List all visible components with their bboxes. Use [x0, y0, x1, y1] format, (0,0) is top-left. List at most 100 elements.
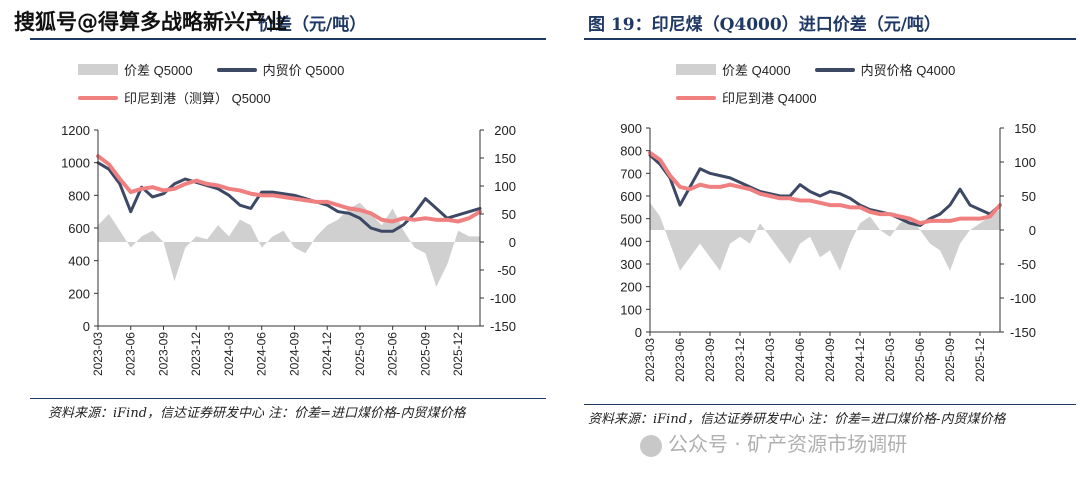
chart-title: 价差（元/吨）	[258, 15, 367, 35]
y-left-tick-label: 400	[620, 234, 642, 249]
y-left-tick-label: 800	[68, 188, 90, 203]
x-tick-label: 2023-12	[733, 338, 747, 382]
legend-swatch-line	[676, 95, 716, 100]
y-right-tick-label: -100	[490, 291, 516, 306]
legend-swatch-area	[78, 64, 118, 75]
y-left-tick-label: 1200	[61, 123, 90, 138]
legend-label: 价差 Q5000	[124, 63, 193, 78]
series-line-domestic	[96, 161, 482, 233]
legend: 价差 Q4000 内贸价格 Q4000	[676, 60, 979, 79]
legend-label: 印尼到港 Q4000	[722, 91, 817, 106]
top-watermark: 搜狐号@得算多战略新兴产业	[14, 10, 287, 34]
legend-swatch-line	[216, 67, 257, 72]
x-tick-label: 2023-03	[91, 332, 105, 376]
y-right-tick-label: -50	[1017, 257, 1036, 272]
legend-swatch-line	[814, 67, 855, 72]
legend-row-2: 印尼到港（测算） Q5000	[78, 88, 295, 107]
x-tick-label: 2023-03	[643, 338, 657, 382]
legend-row-2: 印尼到港 Q4000	[676, 88, 841, 107]
y-right-tick-label: 200	[494, 123, 516, 138]
x-tick-label: 2025-12	[451, 332, 465, 376]
x-tick-label: 2023-09	[703, 338, 717, 382]
chart-left-svg: 0 200 400 600 800 1000 1200 -150 -100 -50 0 50 100 15…	[61, 123, 516, 376]
left-chart-panel: 价差（元/吨） 价差 Q5000 内贸价 Q5000 印尼到港（测算） Q500…	[30, 15, 546, 421]
y-right-tick-label: 50	[1022, 189, 1036, 204]
x-tick-label: 2025-09	[418, 332, 432, 376]
chart-title: 图 19：印尼煤（Q4000）进口价差（元/吨）	[588, 15, 941, 35]
y-left-tick-label: 400	[68, 254, 90, 269]
legend-label: 价差 Q4000	[722, 63, 791, 78]
chart-right-svg: 0 100 200 300 400 500 600 700 800 900 -150 -100 -50 0…	[620, 121, 1036, 382]
y-right-tick-label: -150	[1010, 325, 1036, 340]
legend-item-landed: 印尼到港 Q4000	[676, 88, 817, 107]
x-tick-label: 2025-09	[943, 338, 957, 382]
legend-label: 内贸价格 Q4000	[860, 63, 956, 78]
y-left-tick-label: 200	[620, 280, 642, 295]
legend-item-spread: 价差 Q4000	[676, 60, 791, 79]
y-left-tick-label: 600	[620, 189, 642, 204]
x-tick-label: 2024-03	[222, 332, 236, 376]
series-line-domestic	[648, 153, 1002, 227]
source-rule	[30, 398, 546, 399]
y-left-tick-label: 1000	[61, 156, 90, 171]
source-note: 资料来源：iFind，信达证券研发中心 注：价差=进口煤价格-内贸煤价格	[48, 406, 466, 421]
y-left-tick-label: 100	[620, 302, 642, 317]
legend-label: 印尼到港（测算） Q5000	[124, 91, 271, 106]
bottom-watermark: 公众号 · 矿产资源市场调研	[640, 428, 907, 457]
y-right-tick-label: 0	[1029, 223, 1036, 238]
series-area-spread	[98, 202, 480, 287]
y-right-tick-label: -50	[497, 263, 516, 278]
y-right-tick-label: 100	[494, 179, 516, 194]
source-rule	[584, 404, 1076, 405]
y-left-tick-label: 600	[68, 221, 90, 236]
x-tick-label: 2024-12	[853, 338, 867, 382]
x-tick-label: 2025-03	[883, 338, 897, 382]
legend-item-domestic: 内贸价 Q5000	[216, 60, 345, 79]
legend-item-spread: 价差 Q5000	[78, 60, 193, 79]
x-tick-label: 2024-06	[255, 332, 269, 376]
x-tick-label: 2023-09	[156, 332, 170, 376]
right-chart-panel: 图 19：印尼煤（Q4000）进口价差（元/吨） 价差 Q4000 内贸价格 Q…	[540, 0, 1080, 477]
series-area-spread	[650, 202, 1000, 271]
x-tick-label: 2024-09	[823, 338, 837, 382]
title-rule	[584, 38, 1076, 40]
y-left-tick-label: 300	[620, 257, 642, 272]
x-tick-label: 2023-06	[673, 338, 687, 382]
y-right-tick-label: 50	[502, 207, 516, 222]
x-tick-label: 2024-03	[763, 338, 777, 382]
legend-item-landed: 印尼到港（测算） Q5000	[78, 88, 271, 107]
legend-item-domestic: 内贸价格 Q4000	[814, 60, 956, 79]
y-left-tick-label: 700	[620, 166, 642, 181]
x-tick-label: 2024-09	[287, 332, 301, 376]
legend-swatch-line	[78, 95, 118, 100]
y-right-tick-label: 0	[509, 235, 516, 250]
y-left-tick-label: 200	[68, 286, 90, 301]
legend-swatch-area	[676, 64, 716, 75]
source-note: 资料来源：iFind，信达证券研发中心 注：价差=进口煤价格-内贸煤价格	[588, 412, 1006, 427]
x-tick-label: 2025-12	[973, 338, 987, 382]
legend: 价差 Q5000 内贸价 Q5000	[78, 60, 368, 79]
y-left-tick-label: 500	[620, 212, 642, 227]
y-left-tick-label: 0	[635, 325, 642, 340]
x-tick-label: 2024-06	[793, 338, 807, 382]
series-line-landed	[96, 154, 482, 224]
y-left-tick-label: 800	[620, 144, 642, 159]
y-right-tick-label: 100	[1014, 155, 1036, 170]
x-tick-label: 2025-03	[353, 332, 367, 376]
series-line-landed	[648, 150, 1002, 226]
y-right-tick-label: -150	[490, 319, 516, 334]
y-left-tick-label: 0	[83, 319, 90, 334]
y-right-tick-label: -100	[1010, 291, 1036, 306]
bottom-watermark-text: 公众号 · 矿产资源市场调研	[668, 432, 908, 456]
legend-label: 内贸价 Q5000	[262, 63, 345, 78]
y-right-tick-label: 150	[494, 151, 516, 166]
x-tick-label: 2024-12	[320, 332, 334, 376]
title-rule	[30, 38, 546, 40]
x-tick-label: 2023-12	[189, 332, 203, 376]
y-left-tick-label: 900	[620, 121, 642, 136]
x-tick-label: 2025-06	[913, 338, 927, 382]
x-tick-label: 2023-06	[124, 332, 138, 376]
y-right-tick-label: 150	[1014, 121, 1036, 136]
x-tick-label: 2025-06	[386, 332, 400, 376]
wechat-logo-icon	[640, 434, 662, 457]
